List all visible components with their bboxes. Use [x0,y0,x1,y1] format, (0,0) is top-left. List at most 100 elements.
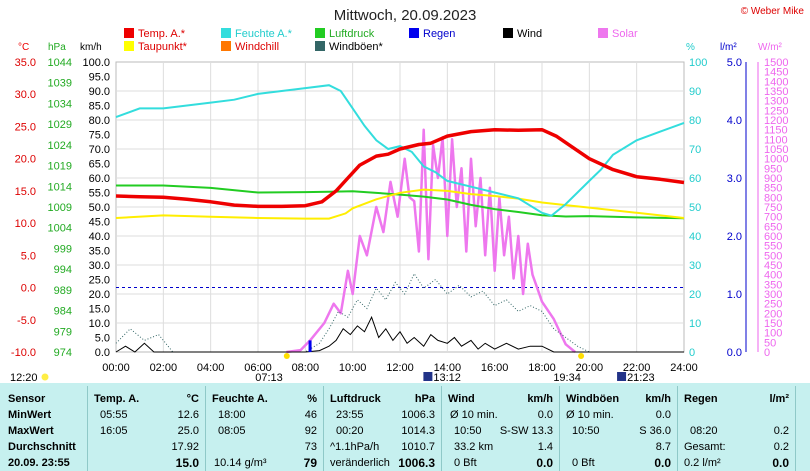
wind-current-value: 0.0 [536,456,553,470]
solar-tick-label: 50 [764,337,776,349]
solar-tick-label: 650 [764,221,782,233]
temp-tick-label: -5.0 [17,315,36,327]
hpa-tick-label: 1039 [48,78,72,90]
pct-tick-label: 80 [689,115,701,127]
legend-label: Wind [517,28,542,40]
pressure-header: Luftdruck [330,393,381,405]
solar-tick-label: 150 [764,318,782,330]
kmh-tick-label: 95.0 [89,72,110,84]
solar-tick-label: 1050 [764,144,788,156]
wind-min-value: 0.0 [537,409,553,421]
solar-tick-label: 400 [764,270,782,282]
wind-avg-value: 1.4 [537,441,553,453]
kmh-unit-label: km/h [80,42,102,53]
legend-label: Luftdruck [329,28,375,40]
pressure-min-time: 23:55 [336,409,364,421]
pct-tick-label: 90 [689,86,701,98]
hpa-tick-label: 1044 [48,57,72,69]
solar-tick-label: 750 [764,202,782,214]
solar-tick-label: 900 [764,173,782,185]
chart-legend: Temp. A.* Feuchte A.* Luftdruck Regen Wind So… [124,28,638,53]
temp-header: Temp. A. [94,393,140,405]
sensor-min-label: MinWert [8,409,52,421]
kmh-tick-label: 85.0 [89,101,110,113]
time-tick-label: 20:00 [576,362,604,374]
stats-rain-block: Regen l/m² 08:20 0.2 Gesamt: 0.2 0.2 l/m… [678,386,796,471]
temp-min-value: 12.6 [177,409,199,421]
rain-tick-label: 1.0 [727,289,742,301]
solar-tick-label: 1150 [764,125,788,137]
temp-current-value: 15.0 [175,456,199,470]
solar-tick-label: 1500 [764,57,788,69]
kmh-tick-label: 20.0 [89,289,110,301]
hpa-tick-label: 1024 [48,140,72,152]
temp-tick-label: 30.0 [15,89,36,101]
kmh-tick-label: 75.0 [89,130,110,142]
rain-header: Regen [684,393,718,405]
pct-tick-label: 70 [689,144,701,156]
hpa-tick-label: 984 [54,306,72,318]
time-tick-label: 16:00 [481,362,509,374]
hpa-tick-label: 1004 [48,223,72,235]
chart-title: Mittwoch, 20.09.2023 [334,7,477,24]
kmh-tick-label: 35.0 [89,246,110,258]
humidity-min-time: 18:00 [218,409,246,421]
rain-unit: l/m² [769,393,789,405]
time-tick-label: 14:00 [434,362,462,374]
kmh-tick-label: 15.0 [89,304,110,316]
solar-tick-label: 600 [764,231,782,243]
wind-header: Wind [448,393,475,405]
plot-area [115,84,685,354]
solar-tick-label: 1250 [764,105,788,117]
solar-tick-label: 100 [764,328,782,340]
stats-pressure-block: Luftdruck hPa 23:55 1006.3 00:20 1014.3 … [324,386,442,471]
humidity-current-value: 79 [303,456,317,470]
time-tick-label: 00:00 [102,362,130,374]
gust-current-value: 0.0 [654,456,671,470]
sunset-icon [578,353,585,359]
pct-tick-label: 60 [689,173,701,185]
solar-tick-label: 1000 [764,154,788,166]
legend-swatch [598,28,608,38]
gust-max-time: 10:50 [572,425,600,437]
gust-max-value: S 36.0 [639,425,671,437]
time-tick-label: 24:00 [670,362,698,374]
wind-run: 33.2 km [454,441,494,453]
solar-noon-time: 13:12 [433,372,461,383]
gust-min-value: 0.0 [655,409,671,421]
rain-max-time: 08:20 [690,425,718,437]
solar-tick-label: 0 [764,347,770,359]
legend-swatch [503,28,513,38]
wind-min-label: Ø 10 min. [450,409,498,421]
hpa-tick-label: 979 [54,326,72,338]
legend-swatch [315,28,325,38]
temp-tick-label: 10.0 [15,218,36,230]
temp-avg-value: 17.92 [171,441,199,453]
wind-bft: 0 Bft [454,457,477,469]
pressure-max-time: 00:20 [336,425,364,437]
kmh-tick-label: 70.0 [89,144,110,156]
sensor-avg-label: Durchschnitt [8,441,76,453]
stats-humidity-block: Feuchte A. % 18:00 46 08:05 92 73 10.14 … [206,386,324,471]
time-tick-label: 08:00 [292,362,320,374]
kmh-tick-label: 40.0 [89,231,110,243]
pressure-trend: ^1.1hPa/h [330,441,380,453]
temp-max-time: 16:05 [100,425,128,437]
kmh-tick-label: 100.0 [82,57,110,69]
kmh-tick-label: 5.0 [95,333,110,345]
pressure-min-value: 1006.3 [401,409,435,421]
weather-chart: Mittwoch, 20.09.2023 © Weber Mike °C hPa… [10,6,805,383]
rain-total-label: Gesamt: [684,441,726,453]
rain-tick-label: 0.0 [727,347,742,359]
gust-min-label: Ø 10 min. [566,409,614,421]
legend-swatch [315,41,325,51]
hpa-tick-label: 1034 [48,98,72,110]
rain-max-value: 0.2 [773,425,789,437]
temp-tick-label: 25.0 [15,121,36,133]
pressure-avg-value: 1010.7 [401,441,435,453]
hpa-tick-label: 1029 [48,119,72,131]
sensor-current-label: 20.09. 23:55 [8,457,70,469]
kmh-tick-label: 55.0 [89,188,110,200]
rain-total-value: 0.2 [773,441,789,453]
kmh-tick-label: 45.0 [89,217,110,229]
